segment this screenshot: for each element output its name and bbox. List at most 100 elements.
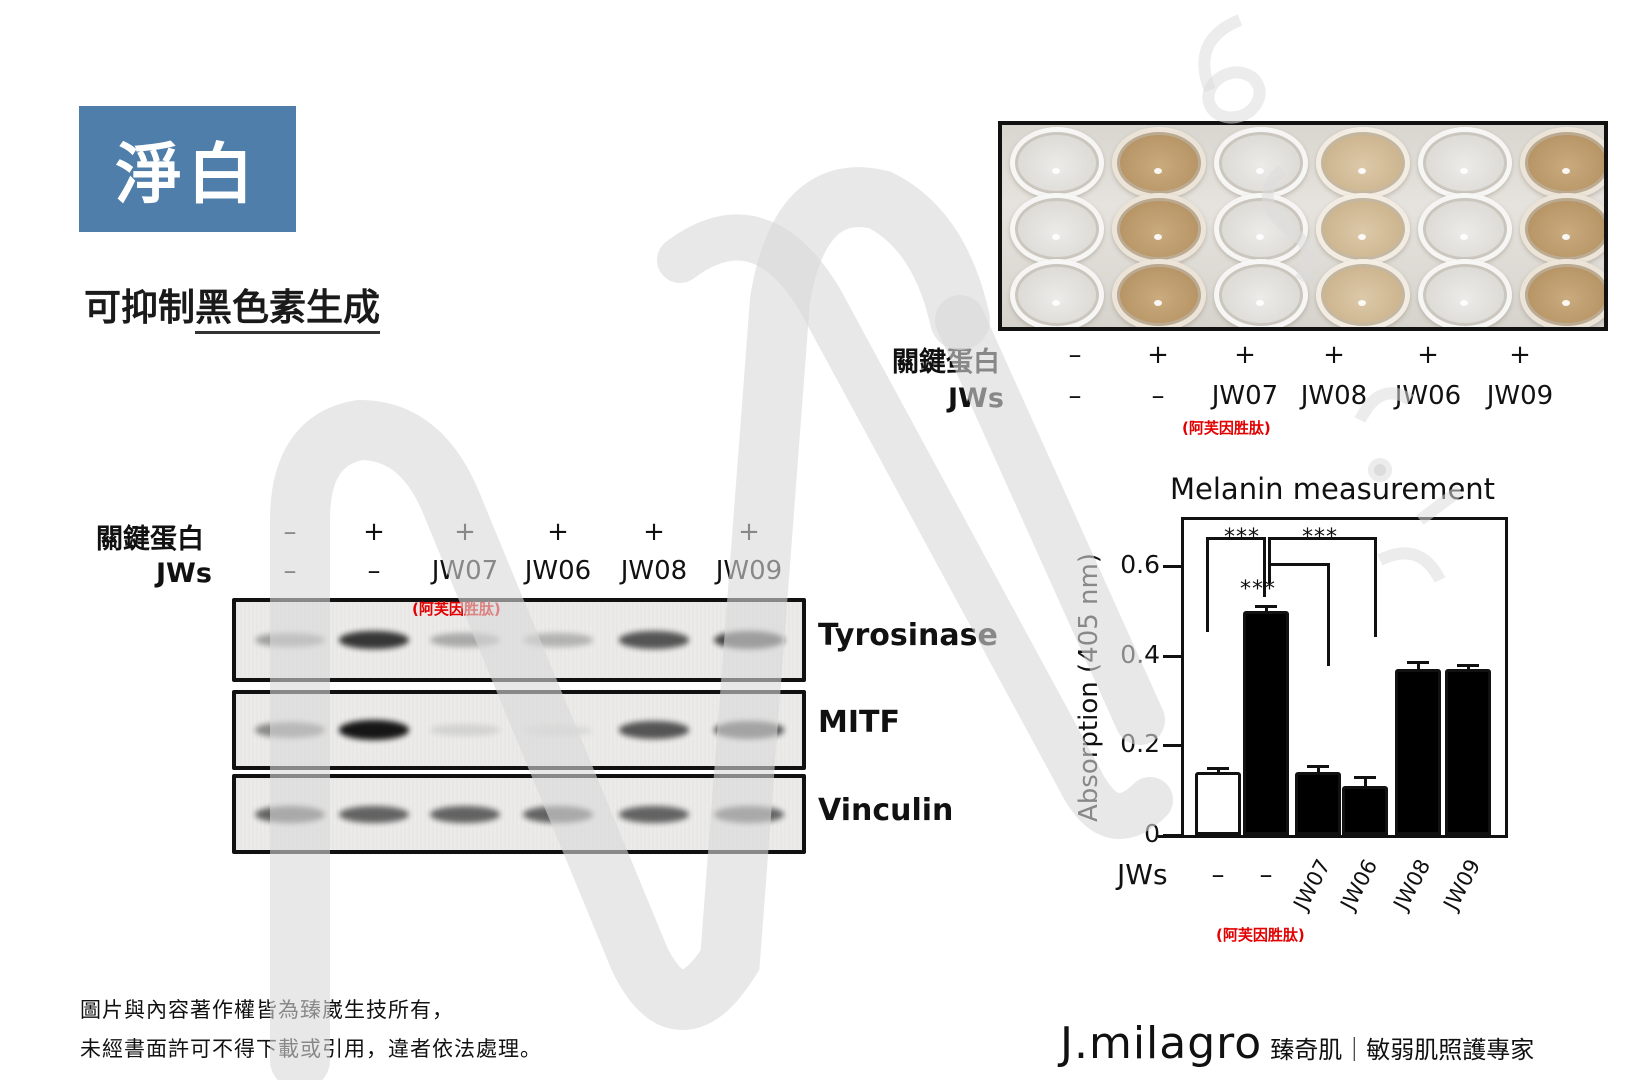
chart-bar [1243,610,1289,835]
plate-jws-mark: – [1151,381,1165,411]
copyright-line-1: 圖片與內容著作權皆為臻崴生技所有， [80,998,454,1022]
plate-jws-row-label: JWs [948,383,1004,414]
brand-name: J.milagro [1060,1018,1263,1069]
protein-band [339,630,409,650]
error-bar [1265,606,1268,611]
blot-vinculin [232,774,806,854]
bracket-leg [1263,537,1266,597]
y-tick [1163,654,1181,658]
significance-stars: *** [1302,525,1338,550]
protein-band [714,805,784,823]
plate-protein-mark: + [1234,340,1256,370]
blot-jws-mark: JW09 [715,556,783,586]
protein-band [339,720,409,740]
significance-bracket [1268,563,1330,666]
well [1112,127,1206,199]
y-tick [1163,834,1181,837]
blot-protein-mark: – [283,517,297,547]
blot-jws-mark: JW06 [524,556,592,586]
chart-bar [1395,669,1441,835]
plate-jws-mark: JW08 [1300,381,1368,411]
protein-band [619,631,689,649]
well-plate-photo [998,121,1608,331]
chart-title: Melanin measurement [1170,472,1496,506]
blot-protein-mark: + [643,517,665,547]
protein-band [430,724,500,736]
bracket-leg [1268,563,1271,583]
chart-frame [1181,517,1508,837]
well [1418,127,1512,199]
protein-label-vinculin: Vinculin [818,793,954,828]
bracket-leg [1327,563,1330,666]
error-cap [1354,775,1376,779]
protein-band [255,805,325,823]
error-bar [1317,765,1320,773]
protein-band [523,724,593,736]
bracket-leg [1206,537,1209,632]
chart-x-axis-label: JWs [1117,858,1168,891]
protein-band [714,721,784,739]
bracket-leg [1268,537,1271,577]
blot-protein-mark: + [738,517,760,547]
protein-band [255,722,325,738]
significance-bracket [1206,537,1266,632]
well [1112,259,1206,327]
error-cap [1307,764,1329,768]
plate-protein-mark: + [1509,340,1531,370]
blot-jws-mark: JW08 [620,556,688,586]
error-cap [1407,661,1429,665]
protein-label-mitf: MITF [818,705,900,740]
well [1316,127,1410,199]
protein-band [523,633,593,647]
blot-mitf [232,690,806,770]
error-cap [1457,663,1479,667]
x-category-label: – [1211,860,1225,890]
brand-tagline: 臻奇肌｜敏弱肌照護專家 [1270,1036,1535,1064]
brand-logo: J.milagro 臻奇肌｜敏弱肌照護專家 [1060,1018,1534,1069]
plate-jws-mark: JW09 [1486,381,1554,411]
protein-band [255,632,325,648]
well [1010,259,1104,327]
blot-tyrosinase [232,598,806,682]
plate-protein-mark: + [1323,340,1345,370]
blot-jws-mark: JW07 [431,556,499,586]
error-cap [1255,605,1277,609]
plate-peptide-note: (阿芙因胜肽) [1182,419,1271,437]
significance-bracket [1268,537,1377,637]
x-category-label: JW07 [1288,855,1336,914]
y-tick-label: 0 [1144,819,1160,848]
protein-band [523,805,593,823]
x-category-label: JW06 [1335,855,1383,914]
bracket-leg [1374,537,1377,637]
blot-protein-mark: + [363,517,385,547]
protein-band [714,631,784,649]
well-grid [1010,127,1604,327]
section-title-text: 淨白 [115,136,260,213]
blot-peptide-note: (阿芙因胜肽) [412,600,501,618]
blot-protein-row-label: 關鍵蛋白 [96,524,204,555]
protein-label-tyrosinase: Tyrosinase [818,618,998,653]
blot-jws-row-label: JWs [156,558,212,589]
blot-jws-mark: – [367,556,381,586]
significance-stars: *** [1224,525,1260,550]
well [1520,193,1604,265]
well [1418,259,1512,327]
chart-x-axis [1158,835,1508,838]
subtitle-underlined: 黑色素生成 [195,286,380,334]
significance-stars: *** [1240,577,1276,602]
chart-bar [1445,669,1491,835]
chart-bar [1195,772,1241,835]
well [1520,259,1604,327]
plate-protein-mark: + [1147,340,1169,370]
chart-bar [1295,772,1341,835]
plate-jws-mark: JW07 [1211,381,1279,411]
y-tick-label: 0.4 [1120,639,1160,669]
error-bar [1217,767,1220,773]
error-bar [1364,776,1367,786]
x-category-label: JW08 [1388,855,1436,914]
blot-protein-mark: + [454,517,476,547]
chart-plot-area: *** *** *** [1184,517,1506,835]
error-bar [1467,664,1470,670]
chart-bar [1342,785,1388,835]
y-tick [1163,565,1181,568]
